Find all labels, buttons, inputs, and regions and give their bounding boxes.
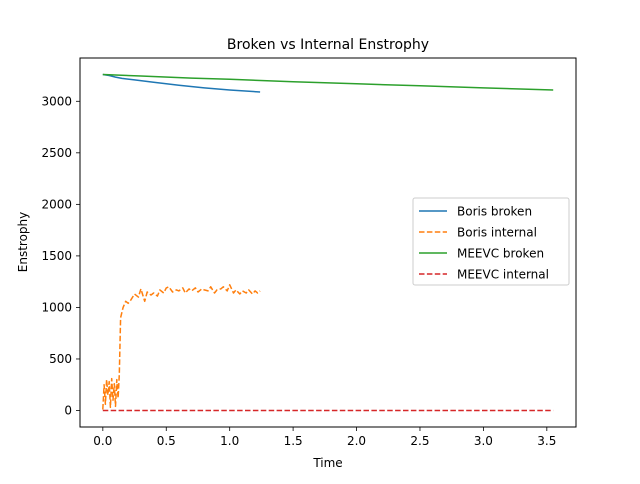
y-tick-label: 2000 [41,197,72,211]
y-tick-label: 1500 [41,249,72,263]
x-axis: 0.0 0.5 1.0 1.5 2.0 2.5 3.0 3.5 [93,427,556,448]
x-tick-label: 3.0 [474,434,493,448]
x-tick-label: 1.0 [220,434,239,448]
x-axis-label: Time [312,456,342,470]
series-line-2 [102,284,261,410]
axes-frame [79,57,577,428]
legend-label: Boris broken [457,205,532,219]
x-tick-label: 2.0 [347,434,366,448]
y-axis-label: Enstrophy [16,212,30,272]
legend-label: Boris internal [457,226,537,240]
legend: Boris broken Boris internal MEEVC broken ME… [412,197,570,286]
series-line-1 [102,73,261,93]
y-tick-label: 3000 [41,94,72,108]
x-tick-label: 3.5 [537,434,556,448]
x-tick-label: 1.5 [284,434,303,448]
series-line-3 [102,73,554,91]
legend-box [412,197,570,286]
chart-title: Broken vs Internal Enstrophy [227,37,429,53]
y-axis: 0 500 1000 1500 2000 2500 3000 [41,94,80,418]
legend-label: MEEVC broken [457,247,544,261]
legend-label: MEEVC internal [457,268,549,282]
x-tick-label: 2.5 [410,434,429,448]
plot-area [102,73,554,412]
x-tick-label: 0.5 [157,434,176,448]
y-tick-label: 2500 [41,146,72,160]
y-tick-label: 1000 [41,300,72,314]
y-tick-label: 0 [64,404,72,418]
x-tick-label: 0.0 [93,434,112,448]
y-tick-label: 500 [49,352,72,366]
